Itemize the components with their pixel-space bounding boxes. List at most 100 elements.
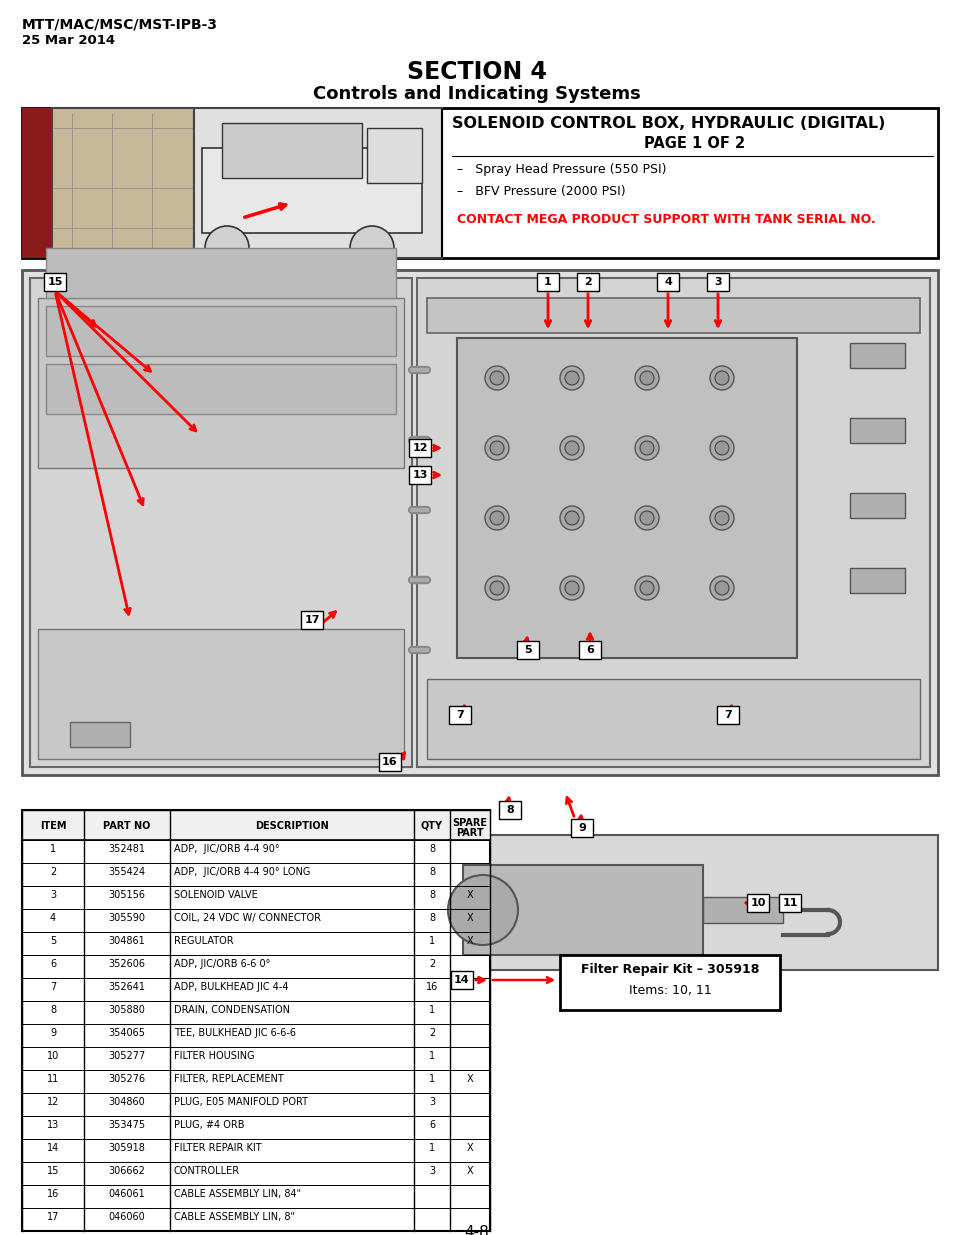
Text: 352606: 352606 (109, 960, 146, 969)
Circle shape (635, 576, 659, 600)
Text: SOLENOID CONTROL BOX, HYDRAULIC (DIGITAL): SOLENOID CONTROL BOX, HYDRAULIC (DIGITAL… (452, 116, 884, 131)
Text: 16: 16 (47, 1189, 59, 1199)
Bar (717, 706, 739, 724)
Bar (46, 306, 395, 356)
Bar (537, 273, 558, 291)
Circle shape (714, 441, 728, 454)
Circle shape (564, 580, 578, 595)
Text: 4: 4 (663, 277, 671, 287)
Circle shape (205, 226, 249, 270)
Circle shape (639, 580, 654, 595)
Text: ADP,  JIC/ORB 4-4 90°: ADP, JIC/ORB 4-4 90° (173, 844, 279, 853)
Bar (449, 706, 471, 724)
Bar (22, 107, 52, 258)
Bar (746, 894, 768, 911)
Text: QTY: QTY (420, 821, 442, 831)
Bar (451, 971, 473, 989)
Text: 10: 10 (749, 898, 765, 908)
Text: 16: 16 (382, 757, 397, 767)
Text: 17: 17 (47, 1212, 59, 1221)
Bar (52, 107, 193, 258)
Bar (498, 802, 520, 819)
Text: 4-8: 4-8 (464, 1225, 489, 1235)
Circle shape (564, 511, 578, 525)
Text: CABLE ASSEMBLY LIN, 84": CABLE ASSEMBLY LIN, 84" (173, 1189, 301, 1199)
Text: 8: 8 (506, 805, 514, 815)
Circle shape (490, 511, 503, 525)
Text: 5: 5 (523, 645, 531, 655)
Text: SPARE: SPARE (452, 818, 487, 827)
Text: 2: 2 (583, 277, 591, 287)
Bar (462, 864, 702, 955)
Text: 306662: 306662 (109, 1166, 145, 1176)
Circle shape (714, 580, 728, 595)
Circle shape (448, 876, 517, 945)
Text: 11: 11 (781, 898, 797, 908)
Circle shape (350, 226, 394, 270)
Text: 15: 15 (47, 1166, 59, 1176)
Text: X: X (466, 1074, 473, 1084)
Bar (849, 417, 904, 443)
Bar (849, 343, 904, 368)
Bar (427, 679, 919, 760)
Bar (437, 835, 937, 969)
Text: 7: 7 (50, 982, 56, 992)
Text: PART NO: PART NO (103, 821, 151, 831)
Circle shape (709, 576, 733, 600)
Bar (367, 128, 421, 183)
Text: CONTROLLER: CONTROLLER (173, 1166, 240, 1176)
Bar (706, 273, 728, 291)
Text: –   Spray Head Pressure (550 PSI): – Spray Head Pressure (550 PSI) (456, 163, 666, 177)
Circle shape (709, 436, 733, 459)
Text: 8: 8 (429, 890, 435, 900)
Text: 17: 17 (304, 615, 319, 625)
Bar (571, 819, 593, 837)
Text: 6: 6 (50, 960, 56, 969)
Text: 12: 12 (47, 1097, 59, 1107)
Text: 8: 8 (429, 844, 435, 853)
Text: SECTION 4: SECTION 4 (407, 61, 546, 84)
Text: COIL, 24 VDC W/ CONNECTOR: COIL, 24 VDC W/ CONNECTOR (173, 913, 320, 923)
Text: Filter Repair Kit – 305918: Filter Repair Kit – 305918 (580, 963, 759, 976)
Circle shape (564, 441, 578, 454)
Text: Items: 10, 11: Items: 10, 11 (628, 984, 711, 997)
Text: 304860: 304860 (109, 1097, 145, 1107)
Circle shape (490, 441, 503, 454)
Text: ADP,  JIC/ORB 4-4 90° LONG: ADP, JIC/ORB 4-4 90° LONG (173, 867, 310, 877)
Text: CONTACT MEGA PRODUCT SUPPORT WITH TANK SERIAL NO.: CONTACT MEGA PRODUCT SUPPORT WITH TANK S… (456, 212, 875, 226)
Bar (193, 107, 441, 258)
Bar (657, 273, 679, 291)
Text: 6: 6 (429, 1120, 435, 1130)
Bar (559, 955, 780, 1010)
Text: 9: 9 (578, 823, 585, 832)
Text: 305156: 305156 (109, 890, 146, 900)
Text: PAGE 1 OF 2: PAGE 1 OF 2 (644, 136, 745, 151)
Text: 15: 15 (48, 277, 63, 287)
Text: X: X (466, 1144, 473, 1153)
Text: 353475: 353475 (109, 1120, 146, 1130)
Text: 8: 8 (429, 913, 435, 923)
Bar (702, 897, 782, 923)
Text: 7: 7 (723, 710, 731, 720)
Text: FILTER, REPLACEMENT: FILTER, REPLACEMENT (173, 1074, 283, 1084)
Text: ADP, JIC/ORB 6-6 0°: ADP, JIC/ORB 6-6 0° (173, 960, 270, 969)
Text: X: X (466, 913, 473, 923)
Circle shape (709, 506, 733, 530)
Text: 046061: 046061 (109, 1189, 145, 1199)
Text: 305276: 305276 (109, 1074, 146, 1084)
Bar (22, 810, 490, 1231)
Text: SOLENOID VALVE: SOLENOID VALVE (173, 890, 257, 900)
Text: 13: 13 (47, 1120, 59, 1130)
Bar (578, 641, 600, 659)
Text: ADP, BULKHEAD JIC 4-4: ADP, BULKHEAD JIC 4-4 (173, 982, 288, 992)
Circle shape (559, 366, 583, 390)
Text: 3: 3 (50, 890, 56, 900)
Circle shape (559, 506, 583, 530)
Bar (779, 894, 801, 911)
Text: 3: 3 (429, 1166, 435, 1176)
Bar (222, 124, 361, 178)
Text: 352641: 352641 (109, 982, 146, 992)
Circle shape (484, 366, 509, 390)
Circle shape (714, 370, 728, 385)
Circle shape (639, 511, 654, 525)
